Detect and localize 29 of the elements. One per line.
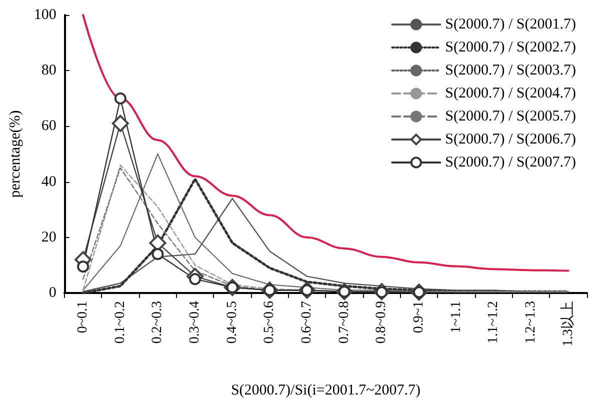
x-tick-label: 0.1~0.2 <box>112 301 128 344</box>
x-tick-label: 0.8~0.9 <box>374 301 390 344</box>
y-axis-title: percentage(%) <box>8 110 24 198</box>
legend-label: S(2000.7) / S(2004.7) <box>445 86 576 102</box>
x-tick-label: 1~1.1 <box>448 301 464 334</box>
legend-label: S(2000.7) / S(2005.7) <box>445 108 576 124</box>
x-tick-label: 0~0.1 <box>76 301 91 334</box>
y-tick-label: 100 <box>34 7 56 23</box>
legend-label: S(2000.7) / S(2001.7) <box>445 16 576 32</box>
y-tick-label: 20 <box>41 229 56 246</box>
x-tick-label: 0.6~0.7 <box>300 301 315 344</box>
legend-label: S(2000.7) / S(2002.7) <box>445 40 576 56</box>
y-tick-label: 80 <box>41 62 56 79</box>
x-tick-label: 0.5~0.6 <box>262 301 278 344</box>
x-tick-label: 0.3~0.4 <box>188 301 203 344</box>
legend-label: S(2000.7) / S(2003.7) <box>445 62 576 78</box>
y-tick-label: 0 <box>48 285 56 301</box>
x-tick-label: 1.1~1.2 <box>486 301 502 344</box>
x-tick-label: 1.3以上 <box>560 301 576 346</box>
y-tick-label: 40 <box>41 174 56 190</box>
x-tick-label: 0.4~0.5 <box>224 301 240 344</box>
legend-label: S(2000.7) / S(2006.7) <box>445 132 576 148</box>
x-tick-label: 0.7~0.8 <box>336 301 352 344</box>
x-axis-title: S(2000.7)/Si(i=2001.7~2007.7) <box>230 382 420 398</box>
legend-label: S(2000.7) / S(2007.7) <box>445 154 576 170</box>
x-tick-label: 0.9~1 <box>412 301 427 334</box>
x-tick-label: 1.2~1.3 <box>524 301 539 344</box>
x-tick-label: 0.2~0.3 <box>150 301 166 344</box>
y-tick-label: 60 <box>41 118 56 134</box>
